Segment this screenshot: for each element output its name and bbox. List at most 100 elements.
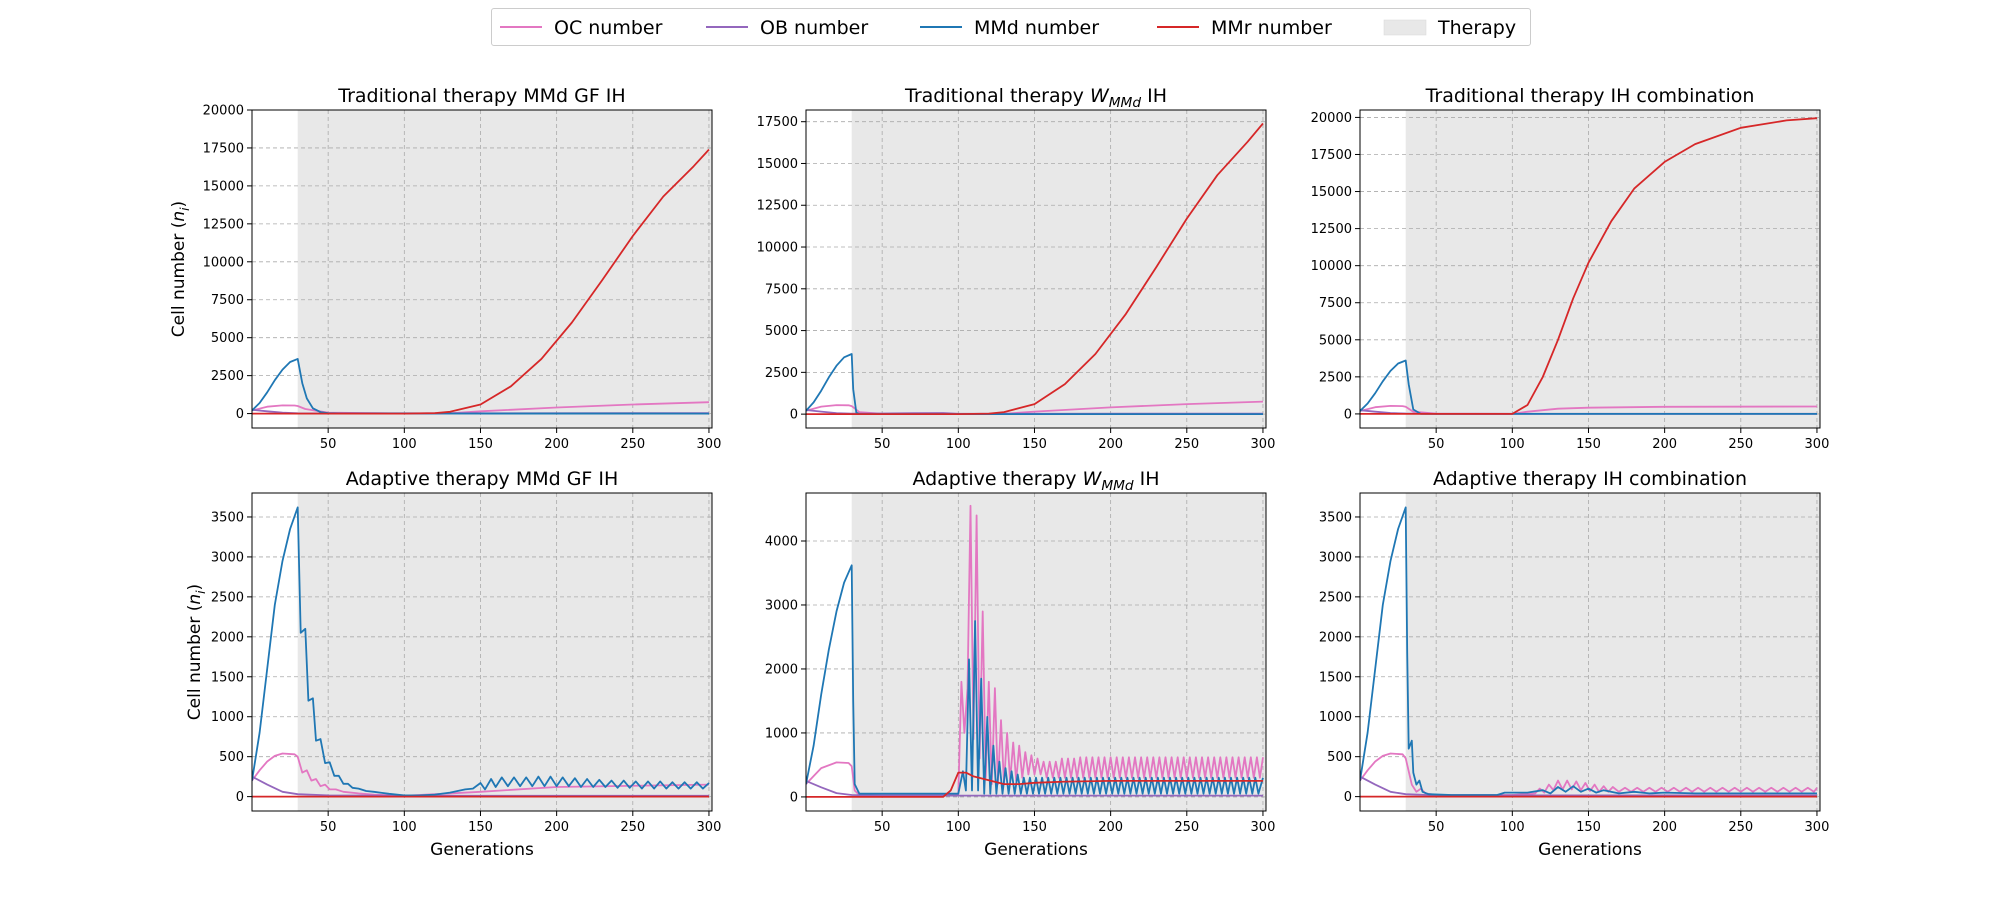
x-tick-label: 150 bbox=[1576, 437, 1601, 452]
x-tick-label: 100 bbox=[1500, 437, 1525, 452]
x-tick-label: 150 bbox=[468, 437, 493, 452]
x-axis-label: Generations bbox=[1538, 840, 1642, 860]
legend-label-ob: OB number bbox=[760, 17, 868, 39]
y-tick-label: 3000 bbox=[211, 550, 244, 565]
y-tick-label: 2500 bbox=[211, 590, 244, 605]
y-tick-label: 15000 bbox=[757, 157, 798, 172]
y-tick-label: 2500 bbox=[211, 369, 244, 384]
series-line-mmd-number bbox=[252, 506, 710, 797]
x-tick-label: 150 bbox=[1576, 820, 1601, 835]
y-tick-label: 2000 bbox=[211, 630, 244, 645]
chart-panel-2: 50 100 150 200 250 300 0 2500 5000 7500 10000 12500… bbox=[757, 85, 1276, 452]
grid bbox=[252, 493, 712, 811]
x-tick-label: 150 bbox=[1022, 820, 1047, 835]
series-line-ob-number bbox=[806, 409, 1264, 415]
y-tick-label: 15000 bbox=[203, 179, 244, 194]
therapy-region bbox=[297, 110, 712, 428]
y-tick-label: 10000 bbox=[1311, 259, 1352, 274]
grid bbox=[1360, 110, 1820, 428]
x-tick-label: 200 bbox=[1098, 437, 1123, 452]
series-line-ob-number bbox=[252, 775, 709, 797]
y-tick-label: 5000 bbox=[211, 331, 244, 346]
legend-item-therapy: Therapy bbox=[1383, 17, 1516, 39]
y-tick-label: 5000 bbox=[1319, 333, 1352, 348]
legend-label-oc: OC number bbox=[554, 17, 663, 39]
y-tick-label: 1500 bbox=[211, 670, 244, 685]
x-tick-label: 50 bbox=[874, 820, 891, 835]
x-tick-label: 100 bbox=[392, 437, 417, 452]
x-tick-label: 250 bbox=[1728, 820, 1753, 835]
x-tick-label: 300 bbox=[1251, 437, 1276, 452]
legend-item-ob: OB number bbox=[706, 17, 868, 39]
therapy-region bbox=[297, 493, 712, 811]
y-tick-label: 7500 bbox=[765, 282, 798, 297]
legend-item-mmd: MMd number bbox=[920, 17, 1099, 39]
y-tick-label: 20000 bbox=[1311, 111, 1352, 126]
legend-swatch-therapy bbox=[1383, 19, 1427, 36]
series-line-mmd-number bbox=[1360, 506, 1817, 796]
y-tick-label: 17500 bbox=[203, 141, 244, 156]
series-line-mmr-number bbox=[806, 122, 1264, 415]
legend: OC number OB number MMd number MMr numbe… bbox=[491, 8, 1531, 46]
y-tick-label: 500 bbox=[219, 750, 244, 765]
y-tick-label: 3000 bbox=[765, 598, 798, 613]
y-tick-label: 0 bbox=[236, 790, 244, 805]
x-tick-label: 300 bbox=[697, 437, 722, 452]
y-tick-label: 12500 bbox=[757, 199, 798, 214]
y-tick-label: 7500 bbox=[1319, 296, 1352, 311]
y-tick-label: 3500 bbox=[1319, 510, 1352, 525]
series-line-oc-number bbox=[806, 400, 1264, 415]
y-tick-label: 0 bbox=[790, 408, 798, 423]
panel-title: Traditional therapy MMd GF IH bbox=[337, 85, 625, 107]
y-tick-label: 12500 bbox=[203, 217, 244, 232]
panel-title: Traditional therapy WMMd IH bbox=[904, 85, 1167, 111]
therapy-region bbox=[1405, 110, 1820, 428]
y-tick-label: 17500 bbox=[757, 115, 798, 130]
y-tick-label: 2500 bbox=[1319, 590, 1352, 605]
y-tick-label: 0 bbox=[1344, 407, 1352, 422]
y-tick-label: 500 bbox=[1327, 750, 1352, 765]
series-line-oc-number bbox=[806, 504, 1264, 796]
x-tick-label: 50 bbox=[1428, 437, 1445, 452]
series-line-oc-number bbox=[252, 401, 710, 415]
x-axis-label: Generations bbox=[984, 840, 1088, 860]
panel-title: Adaptive therapy MMd GF IH bbox=[346, 468, 619, 490]
grid bbox=[806, 110, 1266, 428]
chart-panel-5: 50 100 150 200 250 30001000200030004000Adapti… bbox=[765, 468, 1275, 860]
x-tick-label: 250 bbox=[1174, 437, 1199, 452]
y-tick-label: 2500 bbox=[765, 366, 798, 381]
x-tick-label: 100 bbox=[946, 820, 971, 835]
legend-label-mmd: MMd number bbox=[974, 17, 1099, 39]
y-tick-label: 5000 bbox=[765, 324, 798, 339]
y-tick-label: 1000 bbox=[211, 710, 244, 725]
y-tick-label: 20000 bbox=[203, 104, 244, 119]
x-tick-label: 250 bbox=[1728, 437, 1753, 452]
x-tick-label: 200 bbox=[1098, 820, 1123, 835]
series-line-mmd-number bbox=[806, 564, 1264, 795]
y-tick-label: 1500 bbox=[1319, 670, 1352, 685]
y-tick-label: 10000 bbox=[757, 241, 798, 256]
chart-panel-1: 50 100 150 200 250 300 0 2500 5000 7500 10000 12500… bbox=[169, 85, 721, 452]
x-tick-label: 50 bbox=[874, 437, 891, 452]
y-tick-label: 0 bbox=[1344, 790, 1352, 805]
legend-item-oc: OC number bbox=[500, 17, 663, 39]
y-tick-label: 4000 bbox=[765, 534, 798, 549]
series-line-mmd-number bbox=[806, 353, 1263, 415]
y-tick-label: 2000 bbox=[1319, 630, 1352, 645]
y-tick-label: 12500 bbox=[1311, 222, 1352, 237]
x-tick-label: 200 bbox=[544, 820, 569, 835]
y-tick-label: 17500 bbox=[1311, 148, 1352, 163]
grid bbox=[806, 493, 1266, 811]
plot-frame bbox=[805, 492, 1267, 812]
therapy-region bbox=[1405, 493, 1820, 811]
x-tick-label: 100 bbox=[392, 820, 417, 835]
panel-title: Traditional therapy IH combination bbox=[1425, 85, 1755, 107]
therapy-region bbox=[851, 493, 1266, 811]
series-line-ob-number bbox=[806, 780, 1263, 797]
plot-frame bbox=[1359, 109, 1821, 429]
series-line-oc-number bbox=[252, 752, 710, 797]
legend-item-mmr: MMr number bbox=[1157, 17, 1332, 39]
chart-panel-6: 50 100 150 200 250 30005001000150020002500300… bbox=[1319, 468, 1829, 860]
series-line-mmd-number bbox=[1360, 359, 1817, 415]
